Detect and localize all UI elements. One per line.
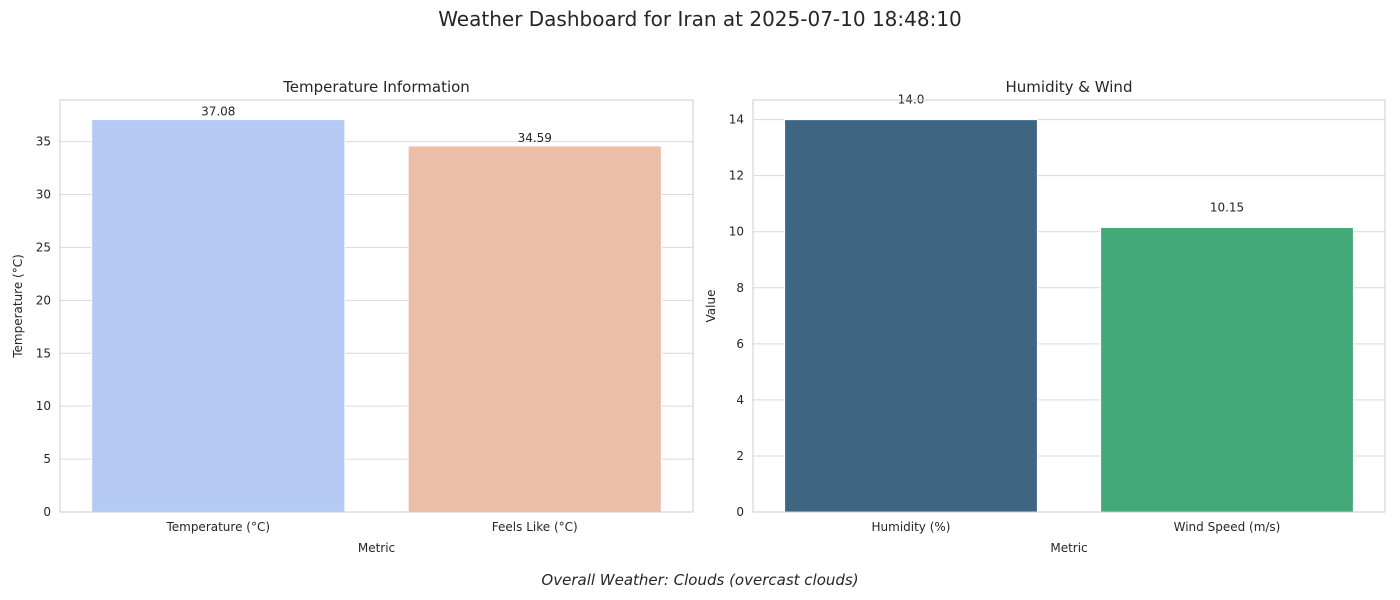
chart-title: Temperature Information	[282, 78, 470, 96]
y-tick-label: 2	[736, 449, 744, 463]
y-tick-label: 14	[729, 113, 744, 127]
bar-value-label: 37.08	[201, 105, 235, 119]
y-tick-label: 10	[729, 225, 744, 239]
y-tick-label: 12	[729, 169, 744, 183]
temperature-chart: 0 5 10 15 20 25 30 35 37.08 Temperature (°C) 34.59…	[11, 78, 694, 555]
bar-value-label: 34.59	[518, 131, 552, 145]
y-tick-label: 25	[36, 240, 51, 254]
y-tick-label: 20	[36, 293, 51, 307]
bar	[407, 145, 662, 513]
x-axis-label: Metric	[358, 541, 395, 555]
x-tick-label: Temperature (°C)	[165, 520, 270, 534]
bar	[91, 119, 346, 513]
bar	[1100, 227, 1354, 513]
y-tick-label: 0	[43, 505, 51, 519]
y-tick-label: 10	[36, 399, 51, 413]
y-tick-label: 30	[36, 188, 51, 202]
x-tick-label: Wind Speed (m/s)	[1174, 520, 1281, 534]
y-tick-label: 6	[736, 337, 744, 351]
plot-frame	[752, 99, 1386, 513]
bar	[784, 119, 1038, 513]
y-tick-label: 15	[36, 346, 51, 360]
y-tick-label: 8	[736, 281, 744, 295]
x-tick-label: Feels Like (°C)	[492, 520, 578, 534]
overall-weather-note: Overall Weather: Clouds (overcast clouds…	[541, 571, 859, 589]
chart-title: Humidity & Wind	[1006, 78, 1133, 96]
y-tick-label: 35	[36, 135, 51, 149]
y-axis-label: Value	[704, 290, 718, 323]
dashboard-title: Weather Dashboard for Iran at 2025-07-10…	[438, 7, 962, 31]
x-axis-label: Metric	[1050, 541, 1087, 555]
y-tick-label: 5	[43, 452, 51, 466]
y-tick-label: 4	[736, 393, 744, 407]
y-axis-label: Temperature (°C)	[11, 254, 25, 359]
y-tick-label: 0	[736, 505, 744, 519]
x-tick-label: Humidity (%)	[872, 520, 951, 534]
bar-value-label: 10.15	[1210, 201, 1244, 215]
plot-frame	[59, 99, 694, 513]
